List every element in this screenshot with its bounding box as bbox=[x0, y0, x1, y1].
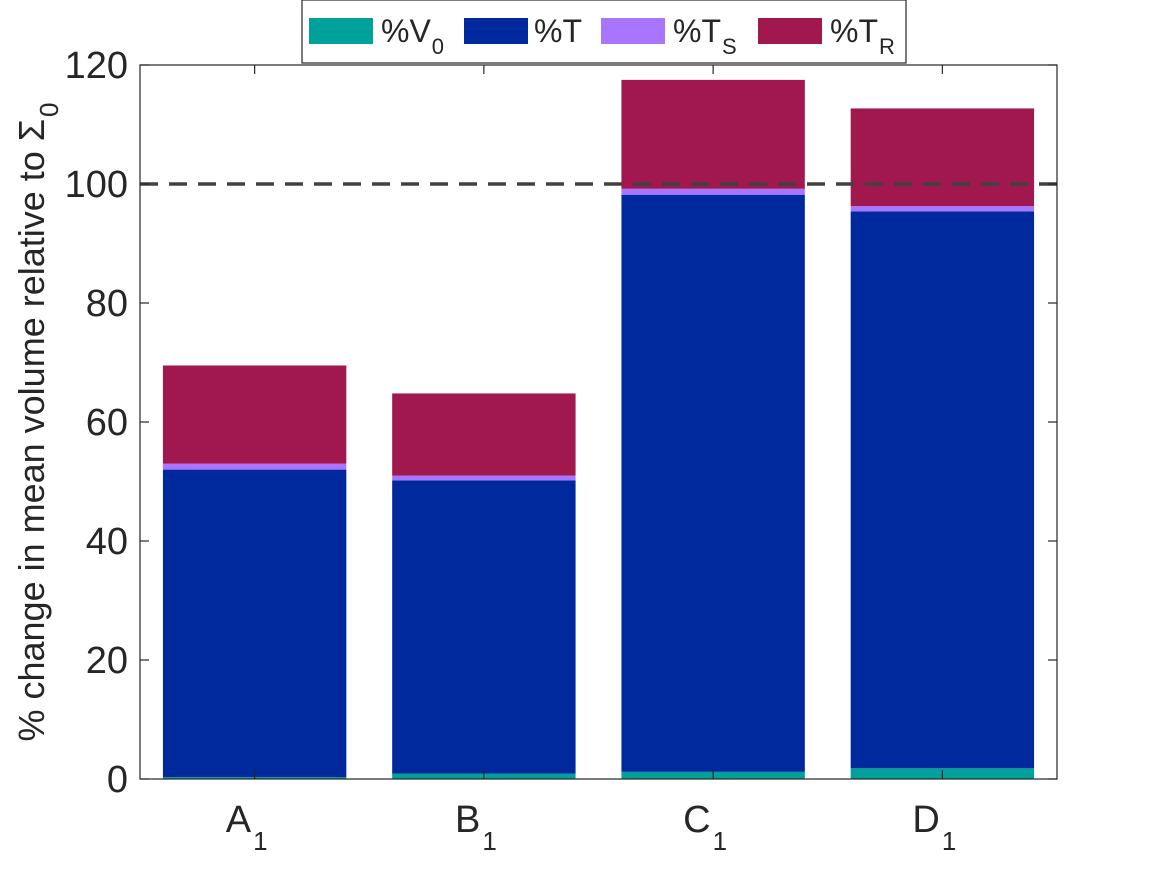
legend-swatch bbox=[601, 18, 665, 44]
bar-segment-d-4 bbox=[850, 108, 1035, 207]
bar-segment-a-2 bbox=[162, 469, 347, 778]
bar-segment-b-4 bbox=[392, 393, 576, 476]
y-tick-label: 80 bbox=[86, 283, 128, 325]
bar-segment-c-2 bbox=[621, 194, 805, 772]
x-category-label: A1 bbox=[226, 799, 268, 856]
bar-segment-d-2 bbox=[850, 211, 1035, 769]
x-category-label: D1 bbox=[912, 799, 956, 856]
legend-label: %T bbox=[534, 13, 582, 49]
x-category-label: B1 bbox=[455, 799, 497, 856]
legend-swatch bbox=[309, 18, 373, 44]
legend-swatch bbox=[464, 18, 528, 44]
legend-label: %TS bbox=[673, 13, 737, 59]
y-axis-ticks: 0 20 40 60 80 100 120 bbox=[65, 45, 1057, 801]
bar-segment-b-3 bbox=[392, 475, 576, 481]
legend-label: %TR bbox=[830, 13, 895, 59]
bar-segment-c-4 bbox=[621, 79, 805, 189]
bar-segment-a-4 bbox=[162, 365, 347, 464]
legend-label: %V0 bbox=[381, 13, 444, 59]
y-tick-label: 60 bbox=[86, 402, 128, 444]
x-category-label: C1 bbox=[683, 799, 727, 856]
y-tick-label: 100 bbox=[65, 164, 128, 206]
legend: %V0 %T %TS %TR bbox=[301, 0, 907, 64]
y-tick-label: 120 bbox=[65, 45, 128, 87]
bar-layer bbox=[162, 79, 1035, 779]
y-axis-label: % change in mean volume relative to Σ0 bbox=[11, 102, 64, 741]
y-tick-label: 40 bbox=[86, 521, 128, 563]
x-axis-ticks: A1 B1 C1 D1 bbox=[226, 65, 956, 856]
bar-segment-b-2 bbox=[392, 480, 576, 774]
bar-segment-d-3 bbox=[850, 206, 1035, 212]
bar-segment-c-3 bbox=[621, 188, 805, 195]
bar-segment-a-3 bbox=[162, 463, 347, 470]
legend-swatch bbox=[758, 18, 822, 44]
y-tick-label: 0 bbox=[107, 759, 128, 801]
y-tick-label: 20 bbox=[86, 640, 128, 682]
